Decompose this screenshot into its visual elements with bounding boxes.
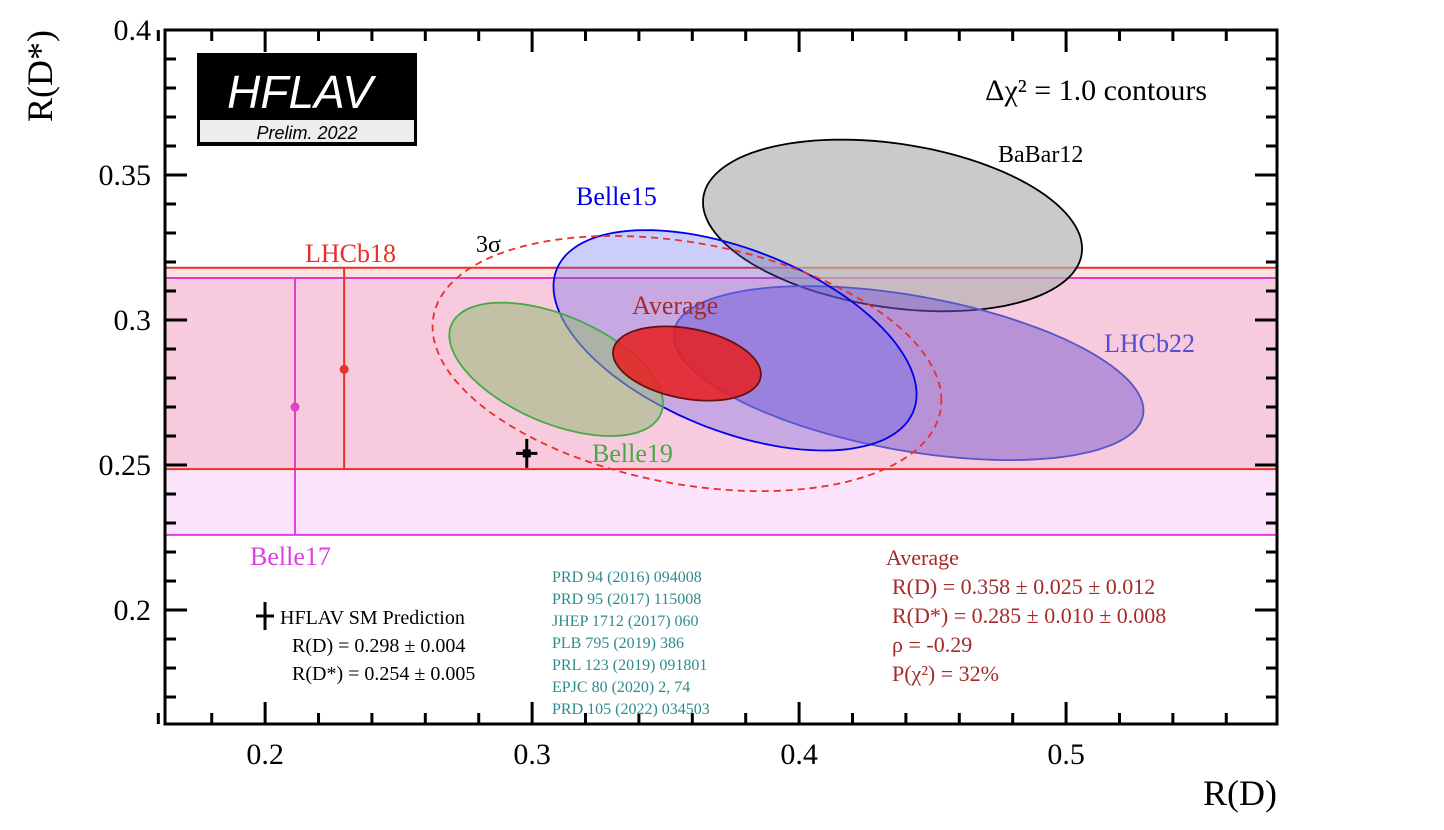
y-tick-label: 0.35 — [99, 159, 152, 192]
reference: PRD 105 (2022) 034503 — [552, 701, 710, 718]
y-tick-label: 0.2 — [114, 594, 152, 627]
sm-legend-marker — [256, 602, 274, 630]
reference: PRD 94 (2016) 094008 — [552, 569, 702, 586]
band-point-lhcb18 — [339, 364, 349, 374]
label-belle19: Belle19 — [592, 439, 673, 468]
plot-area — [165, 138, 1277, 536]
average-rho: ρ = -0.29 — [892, 632, 972, 657]
average-rd: R(D) = 0.358 ± 0.025 ± 0.012 — [892, 574, 1155, 599]
axis-ticks: 0.2 0.3 0.4 0.5 0.2 0.25 0.3 0.35 0.4 — [99, 14, 1277, 771]
band-point-belle17 — [290, 402, 300, 412]
references: PRD 94 (2016) 094008 PRD 95 (2017) 11500… — [552, 569, 710, 718]
reference: PRL 123 (2019) 091801 — [552, 657, 707, 674]
ellipse-3 — [431, 234, 943, 493]
y-tick-label: 0.3 — [114, 304, 152, 337]
y-axis-label: R(D*) — [20, 30, 60, 122]
average-pchi2: P(χ²) = 32% — [892, 661, 999, 686]
reference: EPJC 80 (2020) 2, 74 — [552, 679, 690, 696]
label-belle17: Belle17 — [250, 542, 331, 571]
sm-legend-rd: R(D) = 0.298 ± 0.004 — [292, 635, 465, 657]
average-title: Average — [886, 545, 959, 570]
label-babar12: BaBar12 — [998, 142, 1083, 168]
label-lhcb18: LHCb18 — [305, 239, 396, 268]
ellipse-average — [612, 325, 762, 402]
label-belle15: Belle15 — [576, 182, 657, 211]
hflav-logo: HFLAV Prelim. 2022 — [197, 53, 417, 146]
reference: PRD 95 (2017) 115008 — [552, 591, 701, 608]
logo-subtitle: Prelim. 2022 — [256, 123, 357, 143]
x-tick-label: 0.5 — [1047, 738, 1085, 771]
sm-point — [522, 449, 531, 458]
x-tick-label: 0.4 — [780, 738, 818, 771]
label-average: Average — [632, 291, 718, 320]
label-lhcb22: LHCb22 — [1104, 329, 1195, 358]
y-tick-label: 0.4 — [114, 14, 152, 47]
label-3sigma: 3σ — [476, 232, 501, 258]
contour-label: Δχ² = 1.0 contours — [985, 74, 1207, 107]
ellipse-belle19 — [448, 301, 664, 437]
average-rds: R(D*) = 0.285 ± 0.010 ± 0.008 — [892, 603, 1166, 628]
x-tick-label: 0.3 — [513, 738, 551, 771]
x-tick-label: 0.2 — [246, 738, 284, 771]
sm-legend: HFLAV SM Prediction R(D) = 0.298 ± 0.004… — [256, 602, 475, 685]
sm-legend-rds: R(D*) = 0.254 ± 0.005 — [292, 663, 475, 685]
reference: PLB 795 (2019) 386 — [552, 635, 684, 652]
reference: JHEP 1712 (2017) 060 — [552, 613, 699, 630]
average-box: Average R(D) = 0.358 ± 0.025 ± 0.012 R(D… — [886, 545, 1166, 686]
logo-title: HFLAV — [227, 66, 377, 118]
y-tick-label: 0.25 — [99, 449, 152, 482]
sm-legend-title: HFLAV SM Prediction — [280, 607, 465, 629]
x-axis-label: R(D) — [1203, 773, 1277, 813]
